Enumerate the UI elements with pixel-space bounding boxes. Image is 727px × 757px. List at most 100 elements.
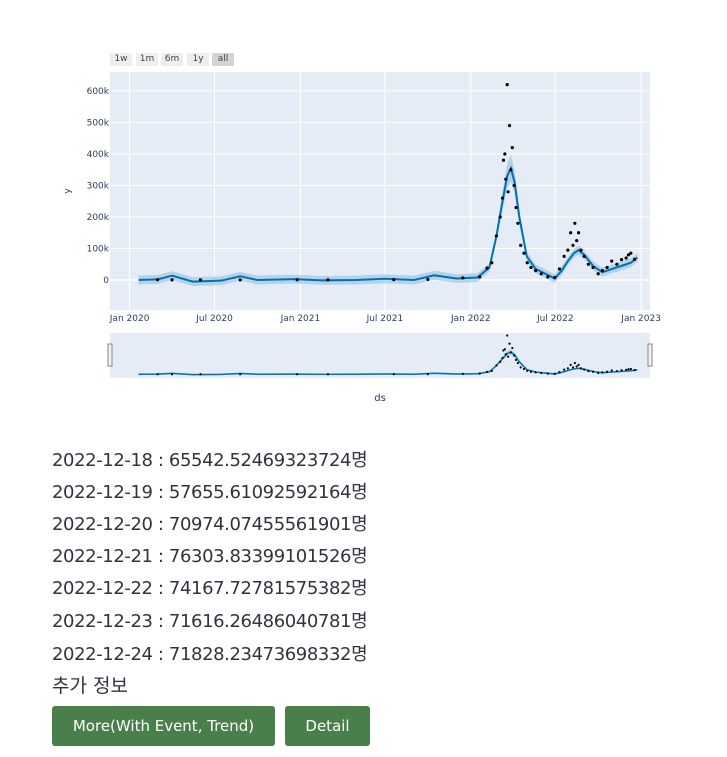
range-slider (110, 333, 650, 378)
observed-point (605, 265, 609, 270)
slider-observed-point (620, 369, 623, 372)
observed-point (553, 275, 557, 280)
slider-observed-point (513, 354, 516, 357)
slider-observed-point (511, 346, 514, 350)
extra-info-label: 추가 정보 (52, 675, 128, 697)
observed-point (626, 253, 631, 257)
prediction-row: 2022-12-18 : 65542.52469323724명 (52, 450, 368, 471)
observed-point (619, 257, 624, 262)
observed-point (569, 231, 573, 235)
range-button-all[interactable]: all (212, 53, 234, 66)
slider-observed-point (597, 371, 600, 375)
observed-point (582, 254, 586, 259)
slider-observed-point (591, 370, 595, 373)
slider-observed-point (610, 369, 613, 372)
slider-observed-point (170, 373, 174, 376)
slider-observed-point (486, 370, 489, 373)
observed-point (566, 248, 570, 252)
slider-observed-point (461, 372, 464, 375)
slider-observed-point (507, 355, 510, 358)
slider-observed-point (529, 370, 533, 373)
plot-area (110, 72, 650, 310)
y-tick-label: 200k (87, 213, 110, 223)
observed-point (503, 152, 507, 156)
x-tick-label: Jan 2021 (280, 314, 321, 324)
slider-observed-point (522, 367, 526, 371)
observed-point (576, 231, 581, 235)
slider-observed-point (558, 370, 561, 374)
y-tick-label: 600k (87, 87, 110, 97)
range-button-1w[interactable]: 1w (110, 53, 132, 66)
slider-observed-point (569, 363, 572, 366)
slider-observed-point (495, 364, 498, 367)
observed-point (504, 177, 508, 181)
observed-point (498, 215, 502, 219)
slider-observed-point (633, 369, 636, 372)
slider-observed-point (490, 369, 493, 372)
slider-observed-point (566, 367, 569, 370)
slider-observed-point (583, 368, 586, 371)
slider-observed-point (534, 371, 537, 374)
observed-point (632, 257, 637, 261)
slider-observed-point (553, 372, 556, 375)
y-tick-label: 0 (103, 276, 109, 286)
slider-observed-point (326, 373, 330, 376)
slider-observed-point (516, 361, 520, 365)
range-slider-handle-right[interactable] (647, 343, 653, 367)
observed-point (392, 277, 396, 282)
observed-point (238, 278, 242, 282)
prediction-row: 2022-12-24 : 71828.23473698332명 (52, 644, 368, 665)
prediction-row: 2022-12-21 : 76303.83399101526명 (52, 546, 368, 567)
y-tick-label: 100k (87, 245, 110, 255)
x-tick-label: Jul 2022 (536, 314, 574, 324)
range-button-1y[interactable]: 1y (187, 53, 209, 66)
observed-point (295, 278, 299, 282)
slider-observed-point (501, 356, 504, 360)
observed-point (170, 278, 174, 282)
observed-point (596, 272, 600, 276)
observed-point (426, 277, 430, 282)
observed-point (586, 262, 590, 266)
slider-observed-point (478, 372, 481, 375)
prediction-row: 2022-12-20 : 70974.07455561901명 (52, 514, 368, 535)
observed-point (610, 259, 614, 263)
slider-observed-point (573, 361, 576, 365)
x-tick-label: Jan 2023 (620, 314, 661, 324)
forecast-chart: Jan 2020 Jul 2020 Jan 2021 Jul 2021 Jan 2022… (63, 72, 661, 404)
observed-point (546, 275, 550, 279)
observed-point (539, 272, 543, 276)
slider-observed-point (509, 351, 513, 354)
slider-observed-point (571, 366, 575, 369)
observed-point (562, 254, 566, 259)
observed-point (326, 278, 330, 282)
slider-observed-point (546, 372, 549, 375)
slider-observed-point (506, 334, 509, 337)
observed-point (624, 256, 628, 260)
observed-point (490, 261, 494, 265)
observed-point (506, 190, 510, 194)
observed-point (519, 243, 523, 247)
slider-observed-point (563, 368, 566, 371)
observed-point (525, 261, 529, 265)
slider-observed-point (296, 373, 299, 376)
slider-observed-point (625, 368, 628, 371)
observed-point (522, 251, 526, 255)
slider-observed-point (587, 370, 590, 373)
slider-observed-point (503, 348, 506, 351)
range-slider-handle-left[interactable] (107, 343, 113, 367)
range-button-6m[interactable]: 6m (161, 53, 183, 66)
slider-observed-point (239, 373, 242, 376)
observed-point (534, 268, 538, 273)
observed-point (500, 196, 505, 200)
observed-point (505, 83, 509, 87)
slider-observed-point (502, 349, 505, 352)
slider-observed-point (575, 365, 578, 368)
range-button-1m[interactable]: 1m (136, 53, 158, 66)
detail-button[interactable]: Detail (285, 706, 370, 746)
observed-point (629, 251, 633, 255)
slider-observed-point (499, 360, 502, 363)
prediction-row: 2022-12-22 : 74167.72781575382명 (52, 578, 368, 599)
more-button[interactable]: More(With Event, Trend) (52, 706, 275, 746)
slider-observed-point (615, 370, 618, 373)
y-tick-label: 400k (87, 150, 110, 160)
